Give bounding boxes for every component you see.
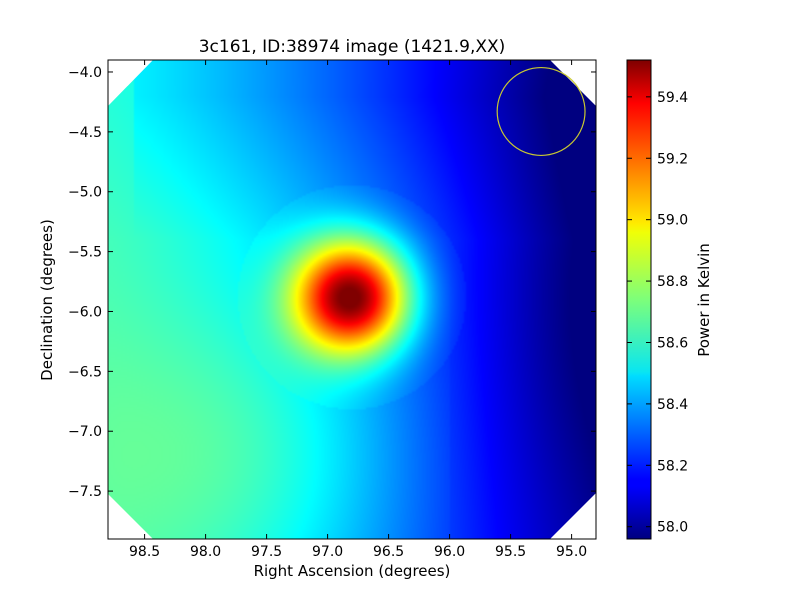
colorbar-axis: 58.0 58.2 58.4 58.6 58.8 59.0 59.2 59.4	[627, 90, 688, 536]
beam-circle	[496, 66, 586, 157]
y-tick-label: −5.0	[68, 185, 102, 201]
y-tick-label: −6.5	[68, 364, 102, 380]
x-tick-label: 95.0	[556, 544, 587, 560]
colorbar-tick-label: 58.2	[657, 458, 688, 474]
x-axis: 98.5 98.0 97.5 97.0 96.5 96.0 95.5 95.0	[129, 60, 587, 560]
colorbar-tick-label: 58.4	[657, 397, 688, 413]
y-tick-label: −7.0	[68, 424, 102, 440]
y-tick-label: −5.5	[68, 245, 102, 261]
y-tick-label: −4.5	[68, 125, 102, 141]
x-tick-label: 96.5	[373, 544, 404, 560]
x-tick-label: 96.0	[434, 544, 465, 560]
y-tick-label: −7.5	[68, 484, 102, 500]
y-tick-label: −4.0	[68, 65, 102, 81]
x-axis-label: Right Ascension (degrees)	[254, 562, 451, 580]
colorbar-label: Power in Kelvin	[695, 243, 713, 357]
colorbar-tick-label: 58.8	[657, 274, 688, 290]
y-axis-label: Declination (degrees)	[38, 219, 56, 381]
colorbar-tick-label: 59.0	[657, 213, 688, 229]
colorbar-tick-label: 59.4	[657, 90, 688, 106]
x-tick-label: 97.0	[312, 544, 343, 560]
x-tick-label: 98.5	[129, 544, 160, 560]
colorbar-tick-label: 59.2	[657, 151, 688, 167]
x-tick-label: 98.0	[190, 544, 221, 560]
chart-title: 3c161, ID:38974 image (1421.9,XX)	[199, 37, 506, 57]
x-tick-label: 97.5	[251, 544, 282, 560]
x-tick-label: 95.5	[495, 544, 526, 560]
colorbar-tick-label: 58.6	[657, 335, 688, 351]
y-axis: −4.0 −4.5 −5.0 −5.5 −6.0 −6.5 −7.0 −7.5	[68, 65, 596, 500]
heatmap-image	[108, 60, 596, 539]
plot-frame	[107, 59, 597, 540]
y-tick-label: −6.0	[68, 304, 102, 320]
beam-layer	[496, 66, 586, 157]
colorbar	[626, 59, 652, 540]
colorbar-tick-label: 58.0	[657, 520, 688, 536]
